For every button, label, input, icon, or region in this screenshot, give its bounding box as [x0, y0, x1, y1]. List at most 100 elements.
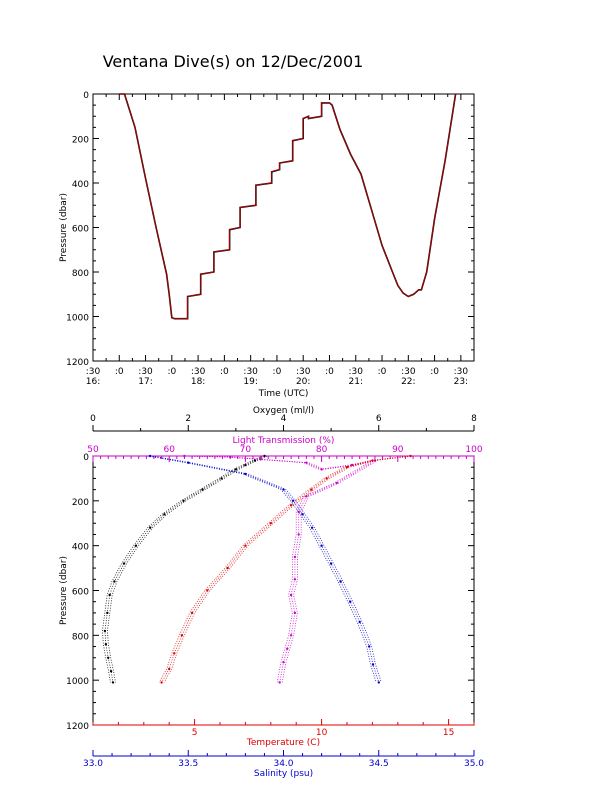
- data-point-salinity: [187, 461, 190, 464]
- data-point-oxygen: [122, 562, 126, 565]
- series-trace-light: [181, 455, 373, 683]
- oxygen-tick-label: 0: [90, 414, 96, 424]
- data-point-temperature: [371, 459, 374, 462]
- data-point-oxygen: [234, 468, 238, 471]
- plot-frame: [92, 455, 475, 726]
- data-point-light: [297, 533, 300, 536]
- oxygen-tick-label: 8: [471, 414, 477, 424]
- salinity-tick-label: 34.5: [369, 759, 389, 769]
- series-trace-temperature: [158, 455, 409, 683]
- data-point-oxygen: [201, 488, 204, 491]
- data-point-oxygen: [163, 513, 166, 516]
- series-trace-oxygen: [106, 455, 268, 683]
- light-tick-label: 80: [316, 445, 328, 455]
- y-axis-label: Pressure (dbar): [59, 193, 69, 262]
- light-tick-label: 70: [240, 445, 252, 455]
- data-point-oxygen: [106, 611, 109, 615]
- x-tick-label-hour: 23:: [454, 377, 468, 387]
- y-tick-label: 600: [72, 225, 89, 235]
- y-tick-label: 1000: [66, 677, 89, 687]
- dive-trace-red: [119, 93, 456, 320]
- dive-trace-black: [119, 93, 457, 320]
- data-point-temperature: [168, 667, 171, 671]
- data-point-oxygen: [149, 526, 152, 529]
- y-tick-label: 0: [83, 453, 89, 463]
- data-point-light: [259, 458, 262, 461]
- data-point-salinity: [371, 663, 375, 666]
- data-point-temperature: [180, 634, 184, 637]
- temperature-tick-label: 15: [443, 728, 454, 738]
- y-tick-label: 600: [72, 588, 89, 598]
- oxygen-axis-label: Oxygen (ml/l): [253, 406, 314, 416]
- data-point-temperature: [226, 566, 229, 570]
- series-temperature: [158, 454, 414, 684]
- light-axis-label: Light Transmission (%): [233, 436, 335, 446]
- x-tick-label-hour: 19:: [243, 377, 257, 387]
- x-tick-label-hour: 22:: [401, 377, 415, 387]
- data-point-salinity: [339, 580, 342, 583]
- temperature-tick-label: 5: [192, 728, 198, 738]
- data-point-light: [350, 463, 354, 467]
- series-light: [181, 454, 378, 684]
- data-point-light: [289, 634, 293, 637]
- data-point-oxygen: [111, 681, 115, 684]
- series-salinity: [147, 454, 382, 684]
- series-trace-oxygen: [104, 455, 265, 683]
- x-tick-label-minute: :30: [86, 367, 101, 377]
- chart-title: Ventana Dive(s) on 12/Dec/2001: [103, 52, 364, 71]
- data-point-salinity: [291, 499, 295, 502]
- oxygen-tick-label: 2: [185, 414, 191, 424]
- oxygen-tick-label: 6: [376, 414, 382, 424]
- x-tick-label-minute: :30: [454, 367, 469, 377]
- profile-chart: 0 200 400 600 800 1000 1200 Pressure (dbar) 0 2 4 6…: [59, 406, 484, 779]
- data-point-temperature: [310, 488, 313, 491]
- y-axis-label: Pressure (dbar): [59, 556, 69, 625]
- oxygen-tick-label: 4: [281, 414, 287, 424]
- data-point-light: [278, 681, 281, 684]
- data-point-salinity: [329, 562, 333, 565]
- series-trace-light: [184, 455, 376, 683]
- plot-frame: [92, 93, 475, 362]
- data-point-light: [282, 661, 285, 664]
- data-point-light: [286, 647, 289, 650]
- data-point-temperature: [160, 681, 163, 684]
- data-point-oxygen: [108, 593, 111, 597]
- x-tick-label-minute: :30: [349, 367, 364, 377]
- salinity-tick-label: 34.0: [273, 759, 293, 769]
- y-tick-label: 800: [72, 269, 89, 279]
- salinity-tick-label: 33.5: [178, 759, 198, 769]
- data-point-light: [293, 611, 297, 615]
- data-point-salinity: [368, 645, 371, 648]
- data-point-light: [183, 454, 186, 458]
- data-point-light: [305, 495, 308, 498]
- y-tick-label: 1200: [66, 358, 89, 368]
- data-point-light: [293, 555, 297, 559]
- data-point-oxygen: [182, 499, 185, 502]
- data-point-temperature: [345, 466, 349, 469]
- data-point-oxygen: [134, 544, 138, 547]
- salinity-tick-label: 33.0: [83, 759, 103, 769]
- data-point-light: [293, 578, 297, 581]
- x-tick-label-minute: :0: [378, 367, 387, 377]
- x-tick-label-minute: :30: [243, 367, 258, 377]
- temperature-axis-label: Temperature (C): [246, 738, 320, 748]
- y-tick-label: 1000: [66, 314, 89, 324]
- data-point-salinity: [358, 620, 361, 624]
- data-point-temperature: [409, 454, 412, 458]
- data-point-oxygen: [104, 643, 108, 646]
- series-oxygen: [101, 454, 268, 684]
- data-point-light: [229, 455, 232, 459]
- data-point-light: [305, 461, 308, 464]
- light-tick-label: 90: [392, 445, 404, 455]
- x-tick-label-minute: :30: [138, 367, 153, 377]
- salinity-tick-label: 35.0: [464, 759, 484, 769]
- data-point-salinity: [349, 600, 352, 603]
- x-tick-label-minute: :0: [115, 367, 124, 377]
- data-point-salinity: [244, 472, 247, 476]
- x-axis-label: Time (UTC): [258, 389, 309, 399]
- data-point-temperature: [325, 477, 328, 480]
- x-tick-label-hour: 18:: [191, 377, 205, 387]
- salinity-axis-label: Salinity (psu): [254, 769, 313, 779]
- x-tick-label-minute: :0: [430, 367, 439, 377]
